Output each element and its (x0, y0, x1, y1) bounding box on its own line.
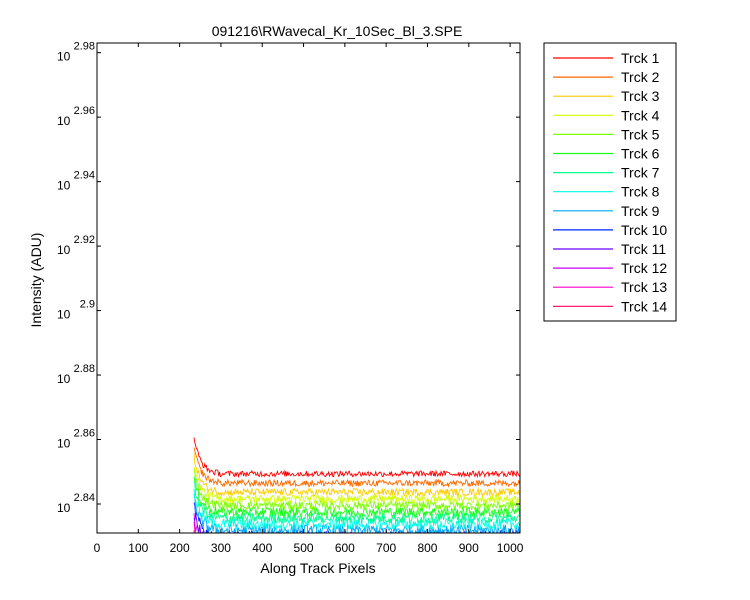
y-tick-exponent: 2.94 (74, 170, 95, 182)
y-tick-exponent: 2.84 (74, 492, 95, 504)
plot-frame (96, 42, 521, 534)
x-tick-label: 0 (94, 541, 101, 555)
x-tick-label: 700 (376, 541, 396, 555)
legend-label: Trck 13 (621, 279, 667, 295)
x-tick-label: 400 (252, 541, 272, 555)
y-tick-exponent: 2.9 (80, 299, 95, 311)
y-tick-label: 10 (57, 372, 71, 386)
y-axis-label: Intensity (ADU) (28, 233, 44, 328)
series-line-trck-1 (193, 437, 520, 479)
x-tick-label: 300 (211, 541, 231, 555)
y-tick-exponent: 2.88 (74, 363, 95, 375)
plot-area (96, 42, 521, 534)
legend-label: Trck 11 (621, 241, 666, 257)
x-tick-label: 800 (417, 541, 437, 555)
series-line-trck-2 (193, 447, 520, 488)
series-line-trck-3 (193, 452, 520, 498)
series-line-trck-5 (193, 469, 520, 512)
x-axis: 0 100 200 300 400 500 600 700 800 900 1000 (94, 43, 524, 555)
series-line-trck-6 (193, 476, 520, 519)
legend-label: Trck 3 (621, 88, 660, 104)
legend-label: Trck 10 (621, 222, 667, 238)
legend-box (543, 42, 677, 322)
legend-label: Trck 6 (621, 146, 660, 162)
legend-label: Trck 4 (621, 107, 660, 123)
x-tick-label: 600 (335, 541, 355, 555)
y-tick-label: 10 (57, 243, 71, 257)
series-line-trck-7 (193, 481, 520, 525)
y-tick-label: 10 (57, 114, 71, 128)
legend: Trck 1 Trck 2 Trck 3 Trck 4 Trck 5 Trck 6 Trck… (543, 42, 677, 322)
x-tick-label: 900 (459, 541, 479, 555)
series-lines (193, 437, 520, 533)
legend-label: Trck 7 (621, 165, 660, 181)
legend-label: Trck 14 (621, 298, 667, 314)
y-tick-exponent: 2.86 (74, 428, 95, 440)
x-tick-label: 200 (170, 541, 190, 555)
y-tick-label: 10 (57, 501, 71, 515)
series-line-trck-4 (193, 466, 520, 505)
x-tick-label: 100 (128, 541, 148, 555)
legend-label: Trck 12 (621, 260, 667, 276)
legend-label: Trck 8 (621, 184, 660, 200)
legend-label: Trck 9 (621, 203, 660, 219)
y-tick-exponent: 2.92 (74, 234, 95, 246)
y-tick-label: 10 (57, 308, 71, 322)
legend-label: Trck 2 (621, 69, 660, 85)
x-tick-label: 500 (294, 541, 314, 555)
x-tick-label: 1000 (497, 541, 524, 555)
series-line-trck-8 (193, 489, 520, 531)
y-tick-label: 10 (57, 179, 71, 193)
y-tick-label: 10 (57, 50, 71, 64)
chart-title: 091216\RWavecal_Kr_10Sec_Bl_3.SPE (212, 23, 463, 39)
y-tick-label: 10 (57, 437, 71, 451)
legend-label: Trck 5 (621, 126, 660, 142)
y-tick-exponent: 2.98 (74, 41, 95, 53)
x-axis-label: Along Track Pixels (260, 560, 375, 576)
y-axis: 102.84102.86102.88102.9102.92102.94102.9… (57, 41, 520, 515)
y-tick-exponent: 2.96 (74, 105, 95, 117)
legend-label: Trck 1 (621, 50, 660, 66)
